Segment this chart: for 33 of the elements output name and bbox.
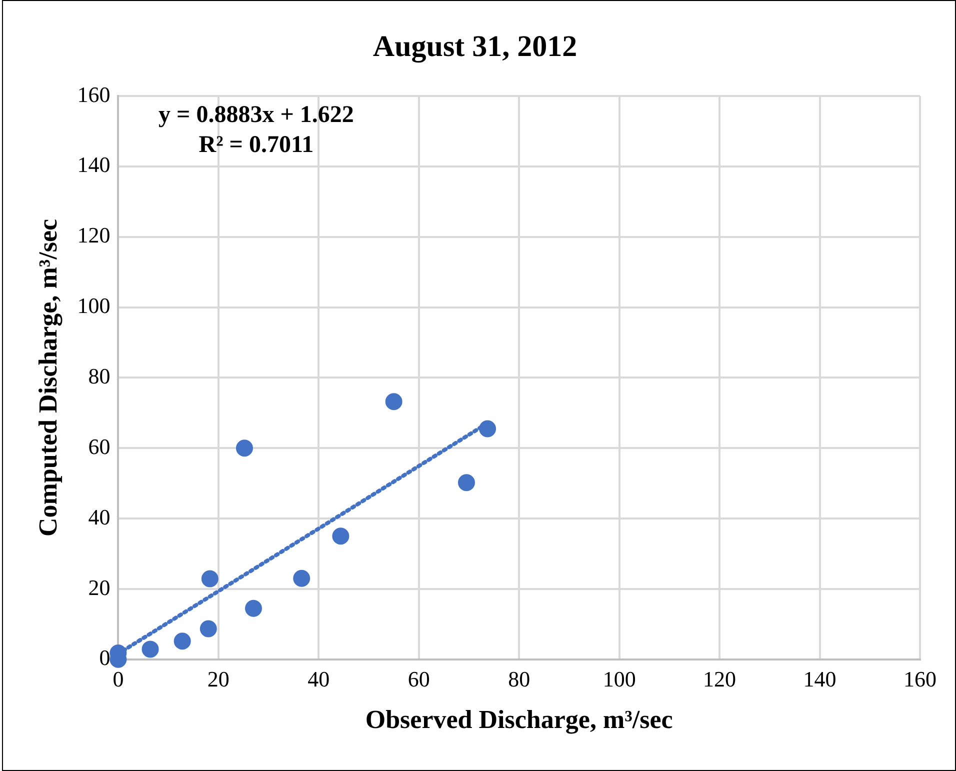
point xyxy=(245,600,262,617)
point xyxy=(142,640,159,658)
point xyxy=(174,632,191,650)
x-tick-label: 120 xyxy=(703,666,736,692)
annotation: y = 0.8883x + 1.622 xyxy=(158,102,354,128)
y-tick-label: 0 xyxy=(99,645,110,670)
y-tick-label: 140 xyxy=(77,152,110,178)
x-tick-label: 100 xyxy=(602,666,636,692)
y-tick-label: 120 xyxy=(77,222,110,248)
y-tick-label: 40 xyxy=(88,504,110,530)
point xyxy=(201,570,218,588)
y-tick-label: 20 xyxy=(88,574,110,600)
chart-title: August 31, 2012 xyxy=(372,30,578,63)
x-tick-label: 80 xyxy=(508,666,530,692)
x-tick-label: 140 xyxy=(803,666,836,692)
point xyxy=(236,440,253,457)
y-axis-title: Computed Discharge, m³/sec xyxy=(33,218,62,536)
y-tick-label: 100 xyxy=(77,293,110,318)
x-tick-label: 160 xyxy=(904,666,936,692)
y-tick-label: 160 xyxy=(77,82,110,107)
y-tick-label: 80 xyxy=(88,363,110,388)
y-tick-label: 60 xyxy=(88,434,110,459)
point xyxy=(458,474,475,492)
point xyxy=(385,393,402,410)
point xyxy=(332,528,350,545)
point xyxy=(200,620,217,638)
x-tick-label: 20 xyxy=(207,666,230,692)
x-axis-title: Observed Discharge, m³/sec xyxy=(365,705,673,734)
x-tick-label: 40 xyxy=(308,666,330,692)
x-tick-label: 60 xyxy=(408,666,430,692)
annotation: R² = 0.7011 xyxy=(198,132,314,158)
point xyxy=(479,420,496,438)
point xyxy=(293,570,310,587)
